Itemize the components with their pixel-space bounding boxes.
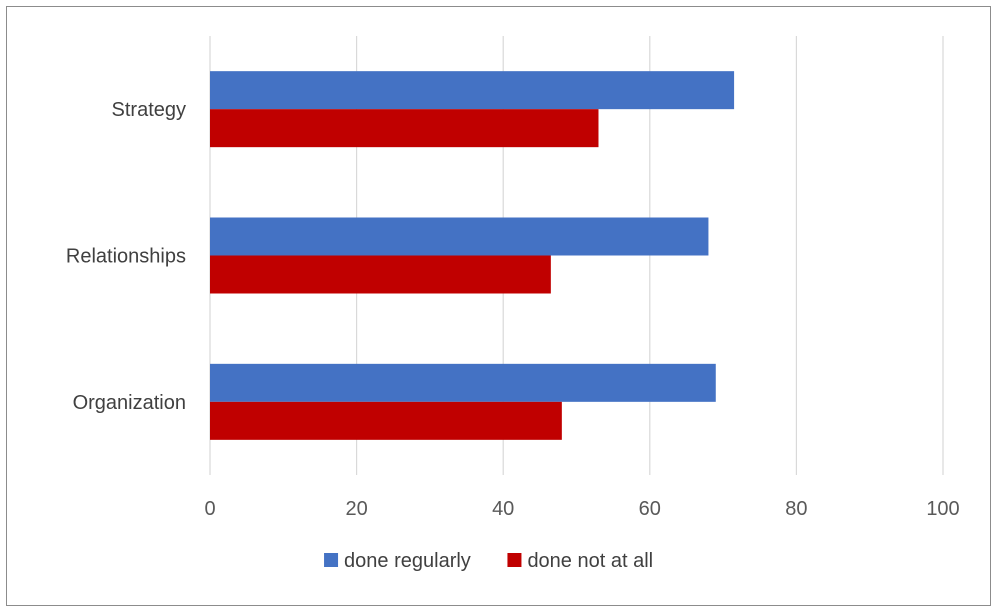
category-label: Relationships (66, 246, 186, 268)
bar-strategy-done-not-at-all (210, 109, 598, 147)
bars (210, 71, 734, 440)
category-labels: Strategy Relationships Organization (66, 99, 186, 414)
bar-relationships-done-not-at-all (210, 256, 551, 294)
bar-relationships-done-regularly (210, 218, 708, 256)
legend-swatch (324, 553, 338, 567)
x-tick-label: 80 (785, 498, 807, 520)
bar-strategy-done-regularly (210, 71, 734, 109)
legend: done regularly done not at all (324, 550, 653, 572)
legend-label: done not at all (527, 550, 653, 572)
legend-swatch (507, 553, 521, 567)
x-axis-ticks: 0 20 40 60 80 100 (204, 498, 959, 520)
x-tick-label: 100 (926, 498, 959, 520)
category-label: Organization (73, 392, 186, 414)
legend-label: done regularly (344, 550, 471, 572)
bar-organization-done-not-at-all (210, 402, 562, 440)
x-tick-label: 20 (345, 498, 367, 520)
category-label: Strategy (112, 99, 186, 121)
x-tick-label: 60 (639, 498, 661, 520)
x-tick-label: 40 (492, 498, 514, 520)
bar-organization-done-regularly (210, 364, 716, 402)
x-tick-label: 0 (204, 498, 215, 520)
